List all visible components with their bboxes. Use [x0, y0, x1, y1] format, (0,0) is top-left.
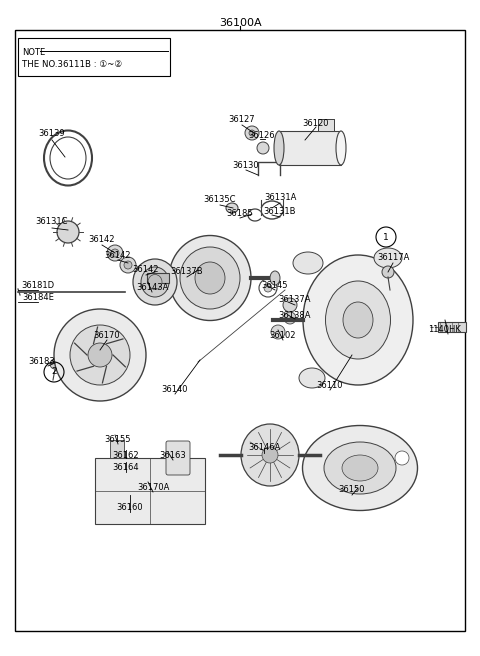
Text: 36160: 36160: [117, 504, 144, 512]
Text: 36183: 36183: [29, 358, 55, 367]
Ellipse shape: [303, 255, 413, 385]
Text: 36163: 36163: [160, 451, 186, 459]
Text: 36135C: 36135C: [204, 195, 236, 205]
Text: 36164: 36164: [113, 464, 139, 472]
Text: 36126: 36126: [249, 131, 276, 140]
Text: 36120: 36120: [303, 119, 329, 127]
Ellipse shape: [270, 271, 280, 285]
Bar: [318, 119, 334, 131]
Circle shape: [257, 142, 269, 154]
Ellipse shape: [302, 426, 418, 510]
Text: 36131A: 36131A: [264, 194, 296, 203]
Text: 1140HK: 1140HK: [429, 325, 461, 335]
Ellipse shape: [241, 424, 299, 486]
Circle shape: [54, 309, 146, 401]
Circle shape: [395, 451, 409, 465]
Circle shape: [111, 249, 119, 257]
Ellipse shape: [324, 442, 396, 494]
Text: THE NO.36111B : ①~②: THE NO.36111B : ①~②: [22, 60, 122, 69]
Circle shape: [145, 264, 161, 280]
Text: 36139: 36139: [39, 129, 65, 138]
Ellipse shape: [141, 267, 169, 297]
Ellipse shape: [274, 131, 284, 165]
Bar: [110, 440, 124, 458]
Text: 36142: 36142: [133, 266, 159, 274]
Text: 36130: 36130: [233, 161, 259, 169]
Ellipse shape: [342, 455, 378, 481]
Circle shape: [271, 325, 285, 339]
Text: 36137A: 36137A: [279, 295, 311, 304]
Ellipse shape: [169, 236, 251, 321]
Ellipse shape: [374, 248, 402, 268]
Circle shape: [88, 343, 112, 367]
Circle shape: [107, 245, 123, 261]
Text: 36117A: 36117A: [377, 253, 409, 262]
Text: 36110: 36110: [317, 380, 343, 390]
Ellipse shape: [148, 274, 162, 289]
Text: 36131B: 36131B: [264, 207, 296, 216]
Text: 36170A: 36170A: [137, 483, 169, 493]
Ellipse shape: [226, 203, 238, 213]
Bar: [438, 322, 466, 332]
Circle shape: [70, 325, 130, 385]
Bar: [147, 273, 169, 283]
Text: 36102: 36102: [270, 331, 296, 340]
Circle shape: [245, 126, 259, 140]
Text: NOTE: NOTE: [22, 48, 45, 57]
Circle shape: [149, 268, 157, 276]
Ellipse shape: [133, 259, 177, 305]
Ellipse shape: [336, 131, 346, 165]
Circle shape: [120, 257, 136, 273]
Text: 2: 2: [51, 367, 57, 377]
Text: 1: 1: [383, 232, 389, 241]
Bar: [18, 38, 170, 76]
Circle shape: [264, 284, 272, 292]
Text: 36140: 36140: [162, 386, 188, 394]
Text: 36184E: 36184E: [22, 293, 54, 302]
Circle shape: [284, 312, 296, 324]
Bar: [318, 119, 334, 131]
Text: 36137B: 36137B: [171, 268, 204, 276]
Text: 36150: 36150: [339, 485, 365, 495]
Text: 36155: 36155: [105, 436, 131, 445]
Circle shape: [57, 221, 79, 243]
Text: 36138A: 36138A: [279, 310, 311, 319]
Circle shape: [283, 298, 297, 312]
Ellipse shape: [180, 247, 240, 309]
Circle shape: [262, 447, 278, 463]
Text: 36131C: 36131C: [36, 218, 68, 226]
Ellipse shape: [195, 262, 225, 294]
Bar: [95, 458, 205, 524]
Circle shape: [124, 261, 132, 269]
Circle shape: [382, 266, 394, 278]
Ellipse shape: [343, 302, 373, 338]
Text: 36185: 36185: [227, 209, 253, 218]
FancyBboxPatch shape: [166, 441, 190, 475]
Circle shape: [249, 130, 255, 136]
Text: 36145: 36145: [262, 281, 288, 289]
Ellipse shape: [293, 252, 323, 274]
Bar: [279, 131, 341, 165]
Ellipse shape: [325, 281, 391, 359]
Ellipse shape: [299, 368, 325, 388]
Text: 36146A: 36146A: [248, 443, 280, 453]
Text: 36127: 36127: [228, 115, 255, 125]
Text: 36162: 36162: [113, 451, 139, 459]
Text: 36181D: 36181D: [22, 281, 55, 291]
Text: 36143A: 36143A: [136, 283, 168, 293]
Text: 36170: 36170: [94, 331, 120, 340]
Circle shape: [50, 359, 60, 369]
Text: 36142: 36142: [105, 251, 131, 260]
Text: 36100A: 36100A: [219, 18, 261, 28]
Text: 36142: 36142: [89, 236, 115, 245]
